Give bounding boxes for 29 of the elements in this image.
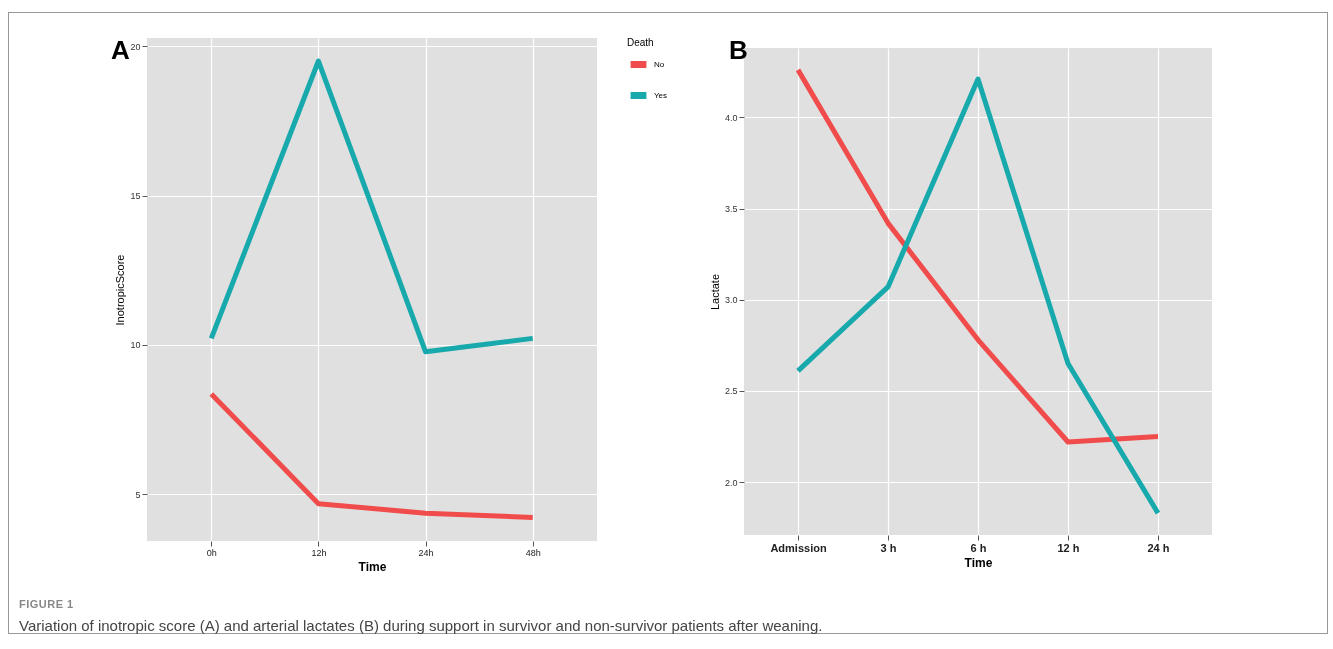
caption: FIGURE 1 <box>19 598 74 610</box>
y-tick-label: 10 <box>130 340 141 351</box>
x-tick-label: 24h <box>418 547 434 558</box>
y-axis-title: Lactate <box>708 273 721 311</box>
x-tick-label: 6 h <box>970 541 987 554</box>
legend-label: Yes <box>654 90 668 100</box>
y-tick-label: 3.5 <box>724 204 738 215</box>
y-tick-label: 20 <box>130 41 141 52</box>
y-tick-label: 2.5 <box>724 386 738 397</box>
x-tick-label: 12 h <box>1057 541 1080 554</box>
y-tick-label: 3.0 <box>724 295 738 306</box>
y-axis-title: InotropicScore <box>114 254 127 326</box>
legend-title: Death <box>627 37 654 48</box>
x-tick-label: 3 h <box>880 541 897 554</box>
y-tick-label: 5 <box>135 489 141 500</box>
x-tick-label: 0h <box>206 547 217 558</box>
y-tick-label: 15 <box>130 191 141 202</box>
text: Variation of inotropic score (A) and arterial lactates (B) during support in survivor and non-survivor patients after weaning. <box>19 617 823 634</box>
x-tick-label: 24 h <box>1147 541 1170 554</box>
legend-label: No <box>654 59 665 69</box>
x-tick-label: 48h <box>525 547 541 558</box>
x-axis-title: Time <box>358 559 387 574</box>
y-tick-label: 2.0 <box>724 477 738 488</box>
annotation: B <box>729 35 748 66</box>
x-tick-label: 12h <box>311 547 327 558</box>
y-tick-label: 4.0 <box>724 112 738 123</box>
text: A <box>111 35 130 66</box>
x-axis-title: Time <box>964 555 993 570</box>
x-tick-label: Admission <box>770 541 827 554</box>
